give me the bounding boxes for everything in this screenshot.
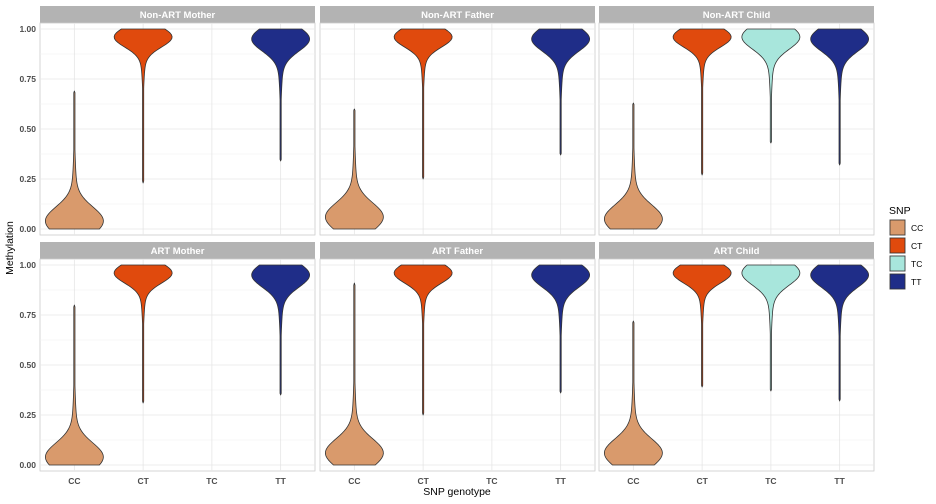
facet-strip [599,6,874,23]
x-tick-label: TT [555,476,566,486]
legend-label: CC [911,223,923,233]
legend-swatch-tc [889,255,906,272]
y-tick-label: 1.00 [19,24,36,34]
y-tick-label: 0.75 [19,74,36,84]
legend-label: TT [911,277,921,287]
violin-tt [810,264,870,402]
y-tick-label: 0.25 [19,410,36,420]
violin-ct [393,28,453,180]
x-tick-label: CC [627,476,639,486]
facet-strip [320,242,595,259]
x-tick-label: TC [206,476,217,486]
violin-tt [251,28,311,162]
facet-panel: ART Mother 0.00 0.25 0.50 0.75 1.00 CC CT TC TT [19,242,316,486]
violin-ct [393,264,453,416]
y-tick-label: 0.50 [19,360,36,370]
facet-strip-title: ART Mother [151,246,205,257]
legend-label: CT [911,241,922,251]
facet-strip [40,242,315,259]
violin-cc [324,108,384,230]
x-tick-label: CT [696,476,708,486]
violin-ct [672,264,732,388]
y-tick-label: 0.00 [19,224,36,234]
y-tick-label: 0.00 [19,460,36,470]
facet-strip-title: Non-ART Child [703,10,771,21]
y-tick-label: 1.00 [19,260,36,270]
violin-cc [44,304,104,466]
facet-strip [40,6,315,23]
facet-panel: Non-ART Child [598,6,875,236]
violin-ct [113,28,173,184]
x-tick-label: CC [348,476,360,486]
violin-cc [44,90,104,230]
y-tick-label: 0.50 [19,124,36,134]
y-axis-title: Methylation [4,221,16,275]
facet-panels: Non-ART Mother0.000.250.500.751.00Non-AR… [19,6,875,486]
y-tick-label: 0.75 [19,310,36,320]
x-tick-label: TT [834,476,845,486]
violin-ct [113,264,173,404]
facet-panel: Non-ART Father [319,6,596,236]
violin-tt [810,28,870,166]
x-tick-label: CT [137,476,149,486]
x-tick-label: CC [68,476,80,486]
violin-tc [741,264,801,392]
violin-tt [531,28,591,156]
violin-tc [741,28,801,144]
x-tick-label: CT [417,476,429,486]
legend-title: SNP [889,205,911,217]
facet-strip [320,6,595,23]
violin-tt [531,264,591,394]
x-tick-label: TC [765,476,776,486]
legend-label: TC [911,259,922,269]
legend-swatch-tt [889,273,906,290]
legend-items: CC CT TC TT [889,219,923,290]
facet-strip-title: Non-ART Father [421,10,494,21]
facet-panel: Non-ART Mother 0.00 0.25 0.50 0.75 1.00 [19,6,316,236]
facet-strip-title: ART Father [432,246,484,257]
facet-panel: ART Father CC CT TC TT [319,242,596,486]
violin-tt [251,264,311,396]
violin-ct [672,28,732,176]
x-axis-title: SNP genotype [423,486,491,498]
violin-cc [603,102,663,230]
legend-swatch-cc [889,219,906,236]
y-tick-label: 0.25 [19,174,36,184]
legend-swatch-ct [889,237,906,254]
facet-strip-title: Non-ART Mother [140,10,216,21]
facet-panel: ART Child CC CT TC TT [598,242,875,486]
legend: SNP CC CT TC TT [889,205,923,290]
x-tick-label: TC [486,476,497,486]
facet-strip-title: ART Child [714,246,760,257]
violin-cc [603,320,663,466]
x-tick-label: TT [275,476,286,486]
facet-strip [599,242,874,259]
violin-cc [324,282,384,466]
